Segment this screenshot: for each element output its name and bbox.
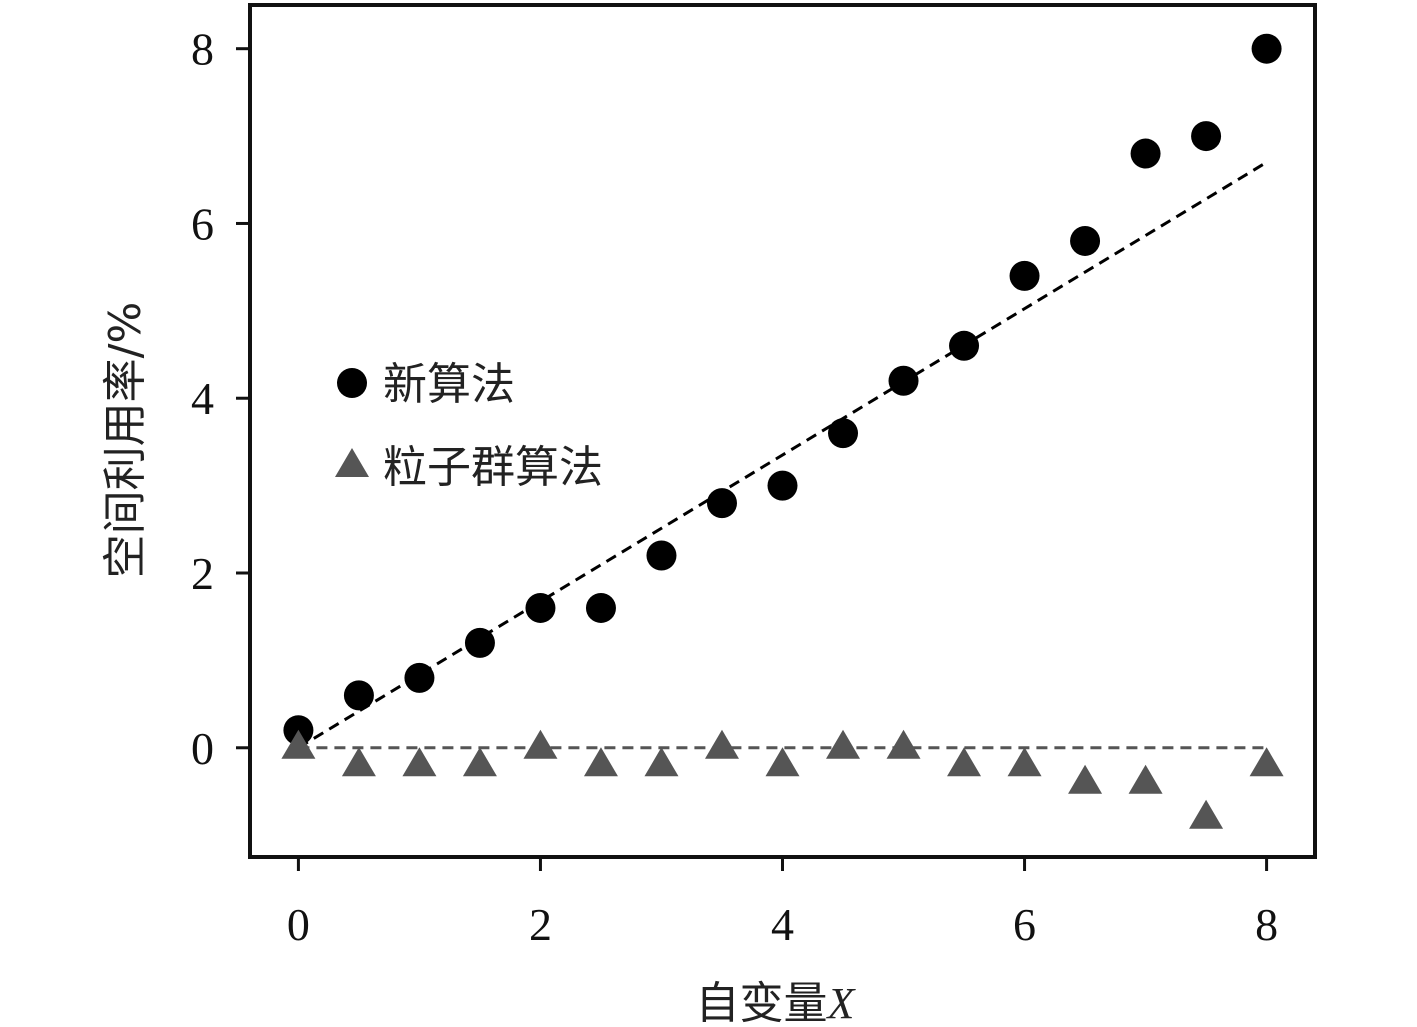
data-point-new-algorithm — [888, 365, 919, 396]
data-point-pso-algorithm — [886, 729, 921, 759]
data-point-pso-algorithm — [583, 747, 618, 777]
data-point-pso-algorithm — [644, 747, 679, 777]
data-point-pso-algorithm — [826, 729, 861, 759]
data-point-pso-algorithm — [1128, 764, 1163, 794]
data-point-pso-algorithm — [765, 747, 800, 777]
legend-label-pso-algorithm: 粒子群算法 — [383, 442, 603, 493]
data-point-new-algorithm — [828, 418, 859, 449]
y-axis-title: 空间利用率/% — [100, 302, 151, 579]
x-axis-title-variable: X — [826, 979, 857, 1027]
data-point-new-algorithm — [464, 627, 495, 658]
x-axis-title-text: 自变量 — [696, 978, 828, 1027]
data-point-pso-algorithm — [462, 747, 497, 777]
x-tick-label: 0 — [287, 899, 310, 950]
y-tick-label: 0 — [191, 723, 214, 774]
data-point-pso-algorithm — [947, 747, 982, 777]
data-point-pso-algorithm — [1189, 799, 1224, 829]
trend-lines — [297, 161, 1268, 750]
data-point-new-algorithm — [949, 330, 980, 361]
y-tick-label: 6 — [191, 198, 214, 249]
x-tick-label: 8 — [1255, 899, 1278, 950]
data-point-pso-algorithm — [402, 747, 437, 777]
data-point-new-algorithm — [343, 680, 374, 711]
data-point-new-algorithm — [585, 592, 616, 623]
plot-frame — [248, 3, 1317, 859]
y-tick-label: 2 — [191, 548, 214, 599]
data-point-pso-algorithm — [341, 747, 376, 777]
data-point-new-algorithm — [404, 662, 435, 693]
data-point-pso-algorithm — [1068, 764, 1103, 794]
data-point-new-algorithm — [706, 488, 737, 519]
axis-ticks: 0 2 4 6 8 0 2 4 6 8 — [191, 24, 1278, 950]
y-tick-label: 4 — [191, 373, 214, 424]
x-axis-title: 自变量X — [696, 978, 857, 1027]
data-point-pso-algorithm — [1007, 747, 1042, 777]
data-point-pso-algorithm — [523, 729, 558, 759]
data-point-new-algorithm — [767, 470, 798, 501]
data-point-pso-algorithm — [1249, 747, 1284, 777]
x-tick-label: 2 — [529, 899, 552, 950]
x-tick-label: 4 — [771, 899, 794, 950]
trend-line — [297, 161, 1268, 750]
y-tick-label: 8 — [191, 24, 214, 75]
legend-circle-marker — [337, 368, 367, 398]
legend: 新算法 粒子群算法 — [335, 359, 603, 493]
data-point-new-algorithm — [525, 592, 556, 623]
data-point-pso-algorithm — [704, 729, 739, 759]
legend-label-new-algorithm: 新算法 — [383, 359, 515, 410]
data-point-new-algorithm — [646, 540, 677, 571]
data-point-new-algorithm — [1009, 260, 1040, 291]
data-points — [281, 33, 1284, 829]
data-point-new-algorithm — [1251, 33, 1282, 64]
legend-triangle-marker — [335, 448, 369, 477]
data-point-pso-algorithm — [281, 729, 316, 759]
data-point-new-algorithm — [1130, 138, 1161, 169]
data-point-new-algorithm — [1070, 225, 1101, 256]
x-tick-label: 6 — [1013, 899, 1036, 950]
data-point-new-algorithm — [1191, 121, 1222, 152]
